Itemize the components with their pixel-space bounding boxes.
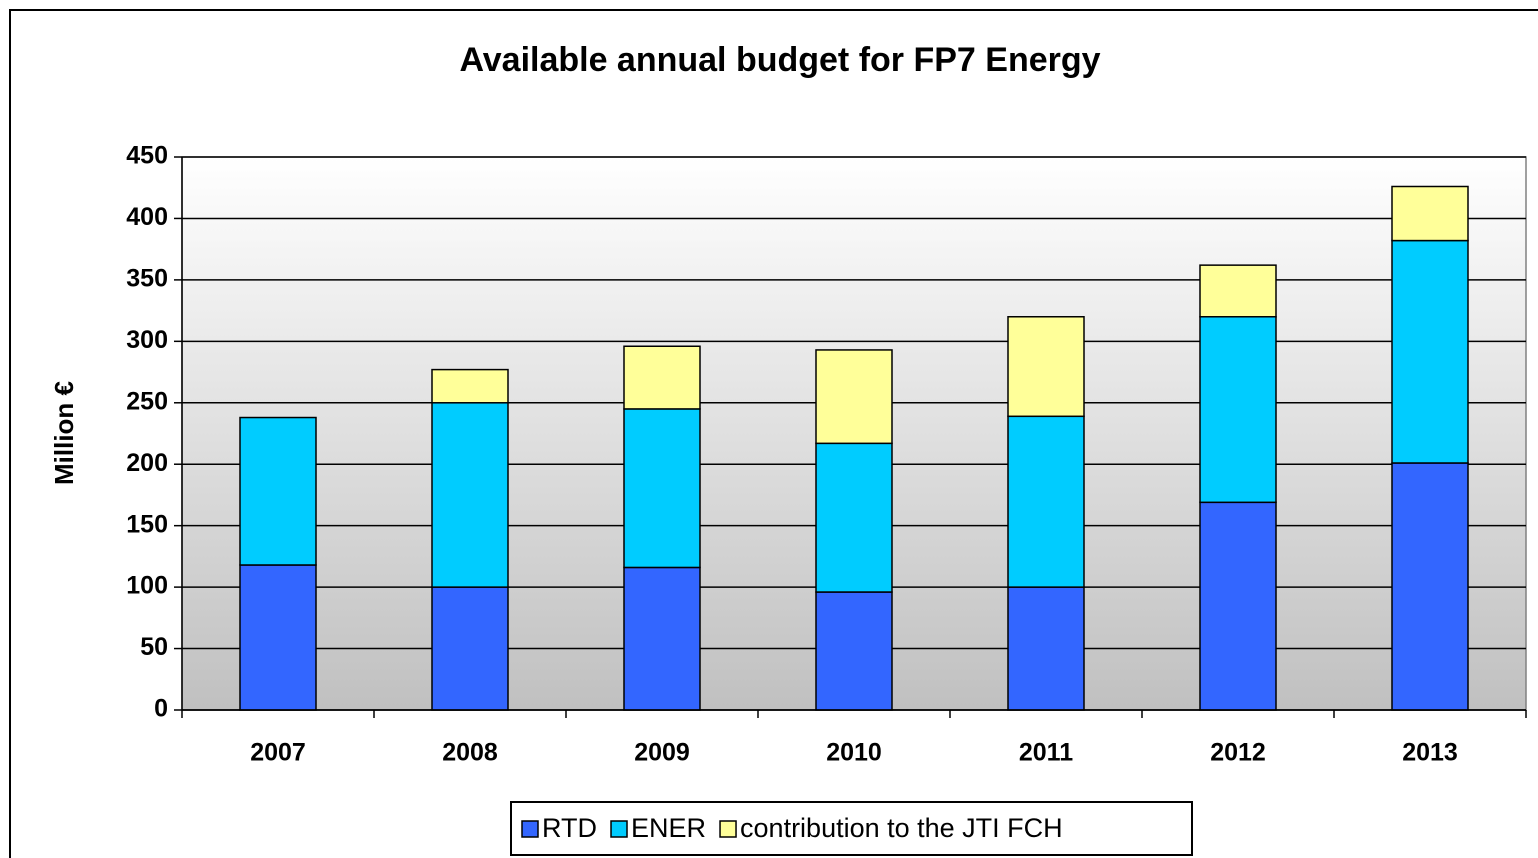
y-tick-label: 250 bbox=[126, 387, 168, 415]
x-tick-label: 2012 bbox=[1210, 739, 1266, 767]
y-tick-label: 350 bbox=[126, 264, 168, 292]
bar-segment bbox=[815, 591, 893, 711]
y-tick-label: 400 bbox=[126, 203, 168, 231]
y-tick-label: 450 bbox=[126, 142, 168, 170]
legend-label: RTD bbox=[542, 813, 597, 843]
bar-segment bbox=[239, 564, 317, 711]
x-tick-label: 2008 bbox=[442, 739, 498, 767]
y-tick-label: 0 bbox=[154, 695, 168, 723]
bar-segment bbox=[431, 402, 509, 588]
bar-segment bbox=[1007, 586, 1085, 711]
y-tick-label: 150 bbox=[126, 510, 168, 538]
bar-segment bbox=[1007, 316, 1085, 418]
legend-label: contribution to the JTI FCH bbox=[740, 813, 1063, 843]
bar-segment bbox=[815, 349, 893, 445]
bar-segment bbox=[623, 345, 701, 410]
bar-segment bbox=[623, 408, 701, 569]
bar-segment bbox=[239, 416, 317, 566]
legend-swatch bbox=[719, 820, 737, 838]
legend-label: ENER bbox=[631, 813, 706, 843]
bar-segment bbox=[1391, 185, 1469, 242]
y-axis-label: Million € bbox=[49, 381, 79, 485]
x-tick-label: 2010 bbox=[826, 739, 882, 767]
x-tick-label: 2011 bbox=[1019, 739, 1073, 767]
bar-segment bbox=[1007, 415, 1085, 588]
y-tick-label: 50 bbox=[140, 633, 168, 661]
legend-swatch bbox=[521, 820, 539, 838]
bar-segment bbox=[1391, 239, 1469, 464]
y-tick-label: 300 bbox=[126, 326, 168, 354]
y-tick-label: 100 bbox=[126, 572, 168, 600]
bar-segment bbox=[1391, 462, 1469, 711]
y-tick-label: 200 bbox=[126, 449, 168, 477]
bar-segment bbox=[623, 566, 701, 711]
bar-segment bbox=[431, 586, 509, 711]
bar-segment bbox=[1199, 501, 1277, 711]
x-tick-label: 2013 bbox=[1402, 739, 1458, 767]
legend-swatch bbox=[610, 820, 628, 838]
x-tick-label: 2007 bbox=[250, 739, 306, 767]
bar-segment bbox=[815, 442, 893, 593]
bar-segment bbox=[1199, 264, 1277, 318]
bar-segment bbox=[431, 368, 509, 404]
bar-segment bbox=[1199, 316, 1277, 504]
x-tick-label: 2009 bbox=[634, 739, 690, 767]
chart-title: Available annual budget for FP7 Energy bbox=[459, 41, 1100, 79]
